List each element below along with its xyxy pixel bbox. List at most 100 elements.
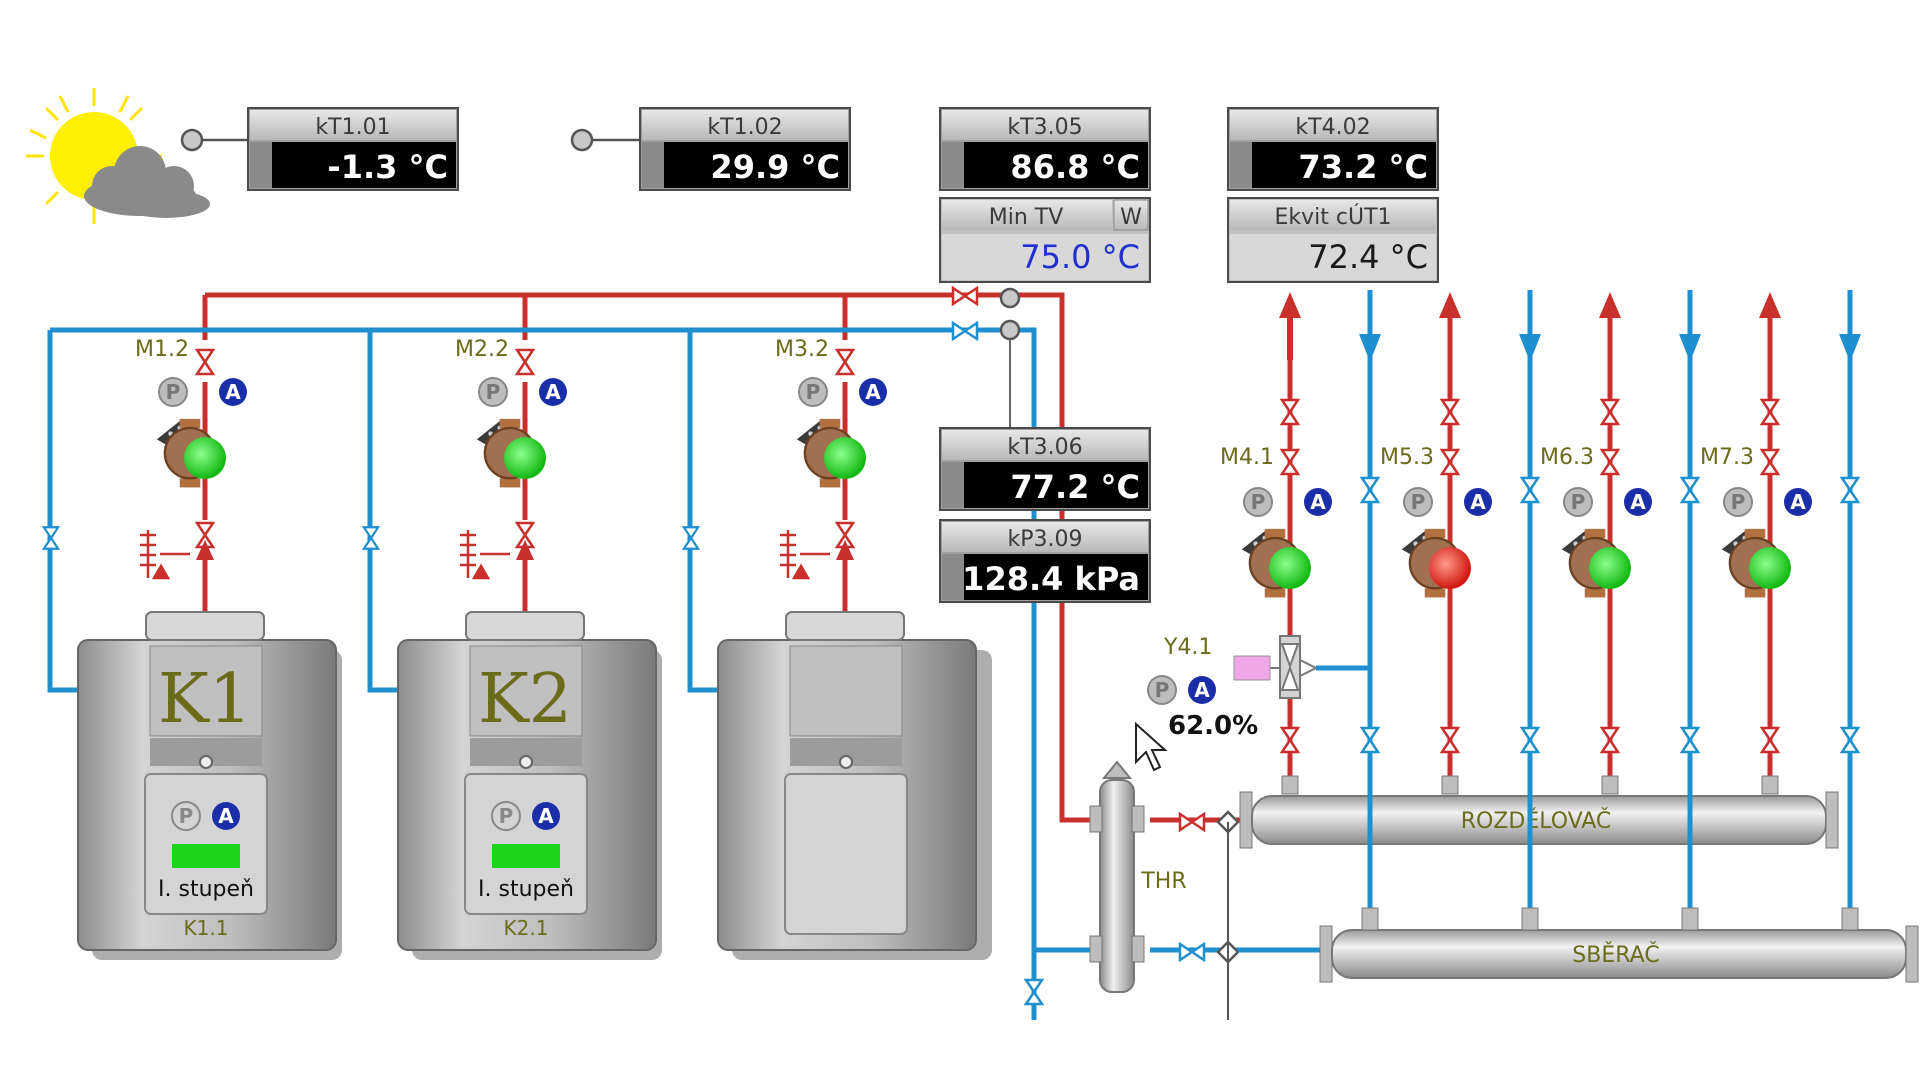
circuit-valve[interactable]	[1520, 476, 1540, 504]
svg-text:P: P	[179, 804, 194, 828]
pump-status-on[interactable]	[1269, 547, 1311, 589]
circuit-valve[interactable]	[1600, 726, 1620, 754]
manual-mode-badge[interactable]	[1723, 487, 1753, 517]
auto-mode-badge[interactable]	[1188, 676, 1216, 704]
setpoint-min-tv[interactable]: Min TV W 75.0 °C	[939, 197, 1151, 283]
manual-mode-badge[interactable]	[1563, 487, 1593, 517]
display-kT1-01[interactable]: kT1.01 -1.3 °C	[247, 107, 459, 191]
auto-mode-badge[interactable]	[859, 378, 887, 406]
pump-tag: M6.3	[1540, 445, 1594, 470]
main-return-valve[interactable]	[951, 321, 979, 341]
svg-text:A: A	[538, 804, 554, 828]
auto-mode-badge[interactable]	[1464, 488, 1492, 516]
sensor-connector-kT1-01	[180, 128, 248, 152]
pump-status-on[interactable]	[1749, 547, 1791, 589]
pump-status-on[interactable]	[184, 437, 226, 479]
separator-supply-valve[interactable]	[1178, 812, 1206, 832]
svg-text:A: A	[1310, 490, 1326, 514]
circuit-valve[interactable]	[1760, 726, 1780, 754]
pump-status-off[interactable]	[1429, 547, 1471, 589]
circuit-valve[interactable]	[1760, 398, 1780, 426]
circuit-valve[interactable]	[1840, 476, 1860, 504]
display-kT4-02[interactable]: kT4.02 73.2 °C	[1227, 107, 1439, 191]
auto-mode-badge[interactable]	[212, 802, 240, 830]
auto-mode-badge[interactable]	[1624, 488, 1652, 516]
boiler-valve[interactable]	[515, 348, 535, 376]
circuit-valve[interactable]	[1760, 448, 1780, 476]
circuit-valve[interactable]	[1680, 726, 1700, 754]
manual-mode-badge[interactable]	[1243, 487, 1273, 517]
svg-text:P: P	[166, 380, 181, 404]
manual-mode-badge[interactable]	[1403, 487, 1433, 517]
circuit-valve[interactable]	[1680, 476, 1700, 504]
auto-mode-badge[interactable]	[219, 378, 247, 406]
return-valve-k1[interactable]	[42, 525, 60, 551]
manual-mode-badge[interactable]	[158, 377, 188, 407]
boiler-k2[interactable]: K2 P A I. stupeň K2.1	[397, 611, 662, 960]
display-kT3-05[interactable]: kT3.05 86.8 °C	[939, 107, 1151, 191]
display-value: 128.4 kPa	[962, 560, 1140, 598]
stage-label: I. stupeň	[158, 877, 254, 902]
boiler-k3[interactable]	[717, 611, 992, 960]
pump-status-on[interactable]	[1589, 547, 1631, 589]
stage-tag: K2.1	[504, 916, 549, 940]
boiler-k1[interactable]: K1 P A I. stupeň K1.1	[77, 611, 342, 960]
mouse-cursor-icon	[1135, 721, 1168, 772]
heating-circuit-1: M4.1 P A Y4.1 P A 62.0%	[1147, 290, 1381, 931]
pump-status-on[interactable]	[824, 437, 866, 479]
auto-mode-badge[interactable]	[1304, 488, 1332, 516]
safety-valve-icon	[140, 530, 190, 580]
mixer-position: 62.0%	[1168, 711, 1258, 741]
circuit-valve[interactable]	[1360, 726, 1380, 754]
circuit-valve[interactable]	[1600, 398, 1620, 426]
circuit-valve[interactable]	[1440, 726, 1460, 754]
circuit-valve[interactable]	[1840, 726, 1860, 754]
display-label: kP3.09	[1008, 527, 1083, 552]
manual-mode-badge[interactable]	[1147, 675, 1177, 705]
distributor-label: ROZDĚLOVAČ	[1461, 808, 1612, 834]
separator-return-valve[interactable]	[1178, 942, 1206, 962]
manual-mode-badge[interactable]	[171, 801, 201, 831]
svg-text:A: A	[865, 380, 881, 404]
safety-valve-icon	[460, 530, 510, 580]
return-valve-k3[interactable]	[682, 525, 700, 551]
sensor-point-kT3-06	[999, 319, 1021, 341]
hydraulic-separator[interactable]: THR	[1089, 760, 1187, 993]
display-label: kT4.02	[1295, 115, 1370, 140]
auto-mode-badge[interactable]	[532, 802, 560, 830]
pump-tag: M5.3	[1380, 445, 1434, 470]
pump-status-on[interactable]	[504, 437, 546, 479]
circuit-valve[interactable]	[1600, 448, 1620, 476]
display-kT1-02[interactable]: kT1.02 29.9 °C	[639, 107, 851, 191]
boiler-valve[interactable]	[195, 348, 215, 376]
setpoint-value: 75.0 °C	[1020, 238, 1140, 276]
display-kT3-06[interactable]: kT3.06 77.2 °C	[939, 427, 1151, 511]
setpoint-ekvit[interactable]: Ekvit cÚT1 72.4 °C	[1227, 197, 1439, 283]
manual-mode-badge[interactable]	[491, 801, 521, 831]
three-way-mixing-valve[interactable]	[1233, 635, 1370, 699]
mixer-actuator[interactable]	[1233, 655, 1271, 681]
svg-text:P: P	[1731, 490, 1746, 514]
manual-mode-badge[interactable]	[478, 377, 508, 407]
main-supply-valve[interactable]	[951, 286, 979, 306]
display-kP3-09[interactable]: kP3.09 128.4 kPa	[939, 519, 1151, 603]
circuit-valve[interactable]	[1520, 726, 1540, 754]
svg-text:P: P	[1251, 490, 1266, 514]
circuit-valve[interactable]	[1280, 398, 1300, 426]
circuit-valve[interactable]	[1440, 448, 1460, 476]
manual-mode-badge[interactable]	[798, 377, 828, 407]
boiler-valve[interactable]	[835, 348, 855, 376]
circuit-valve[interactable]	[1280, 448, 1300, 476]
circuit-valve[interactable]	[1360, 476, 1380, 504]
circuit-valve[interactable]	[1280, 726, 1300, 754]
circuit-valve[interactable]	[1440, 398, 1460, 426]
sensor-point-kT3-05	[999, 287, 1021, 309]
auto-mode-badge[interactable]	[539, 378, 567, 406]
safety-valve-icon	[780, 530, 830, 580]
display-value: 77.2 °C	[1010, 468, 1140, 506]
return-valve-k2[interactable]	[362, 525, 380, 551]
drain-valve[interactable]	[1024, 978, 1044, 1006]
auto-mode-badge[interactable]	[1784, 488, 1812, 516]
setpoint-flag[interactable]: W	[1120, 205, 1142, 230]
